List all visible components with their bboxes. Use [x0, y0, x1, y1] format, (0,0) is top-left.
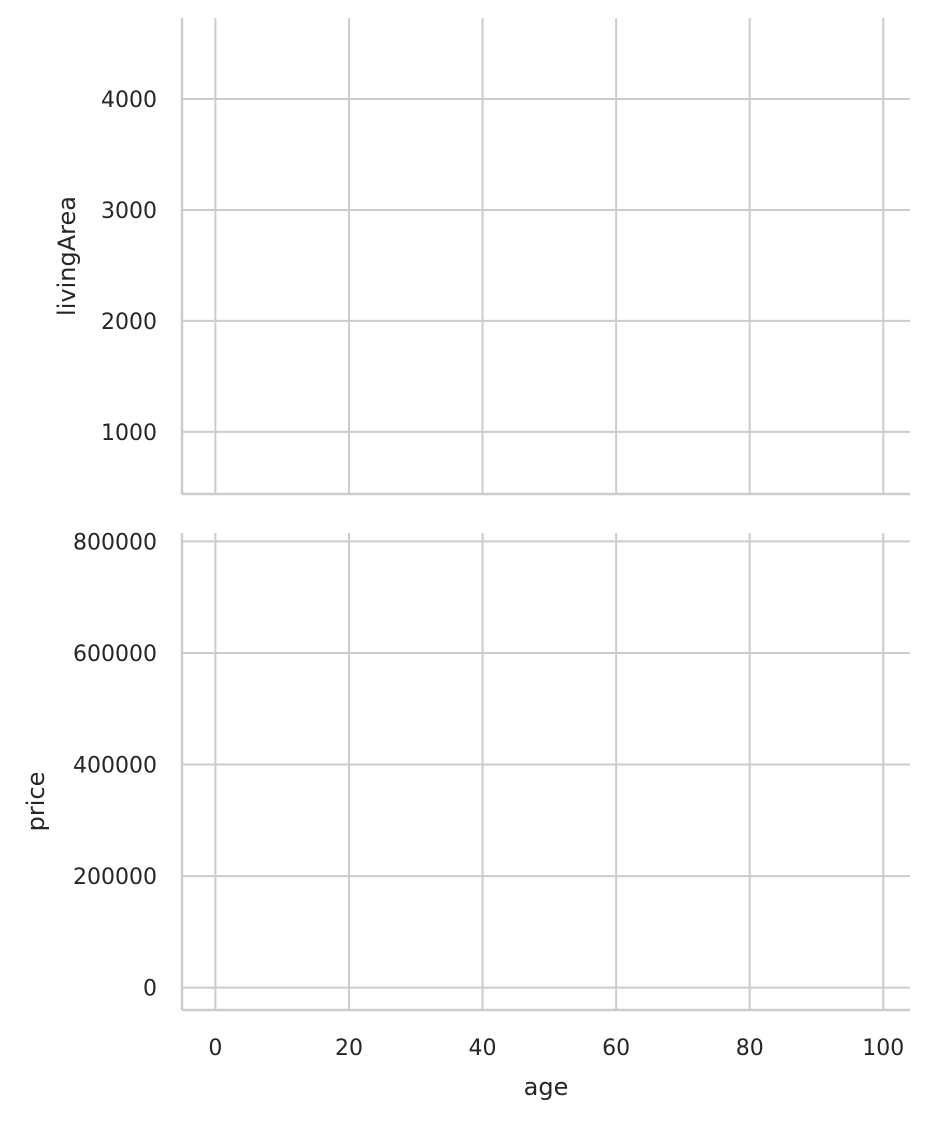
x-tick-label: 20 [335, 1036, 363, 1061]
y-tick-label: 4000 [101, 88, 157, 113]
y-tick-label: 400000 [73, 754, 157, 779]
x-tick-label: 40 [469, 1036, 497, 1061]
x-tick-label: 100 [862, 1036, 904, 1061]
y-tick-label: 200000 [73, 865, 157, 890]
living-area-panel: 1000 2000 3000 4000 [101, 18, 910, 496]
x-axis-label: age [524, 1073, 569, 1101]
x-tick-label: 80 [736, 1036, 764, 1061]
y-tick-label: 3000 [101, 199, 157, 224]
price-axis-label: price [22, 772, 50, 832]
x-tick-label: 60 [602, 1036, 630, 1061]
x-tick-label: 0 [208, 1036, 222, 1061]
living-area-axis-label: livingArea [53, 196, 81, 316]
y-tick-label: 800000 [73, 530, 157, 555]
y-tick-label: 2000 [101, 310, 157, 335]
y-tick-label: 1000 [101, 421, 157, 446]
price-panel: 0 200000 400000 600000 800000 0 20 40 60 80 100 [73, 530, 910, 1061]
y-tick-label: 600000 [73, 642, 157, 667]
y-tick-label: 0 [143, 977, 157, 1002]
